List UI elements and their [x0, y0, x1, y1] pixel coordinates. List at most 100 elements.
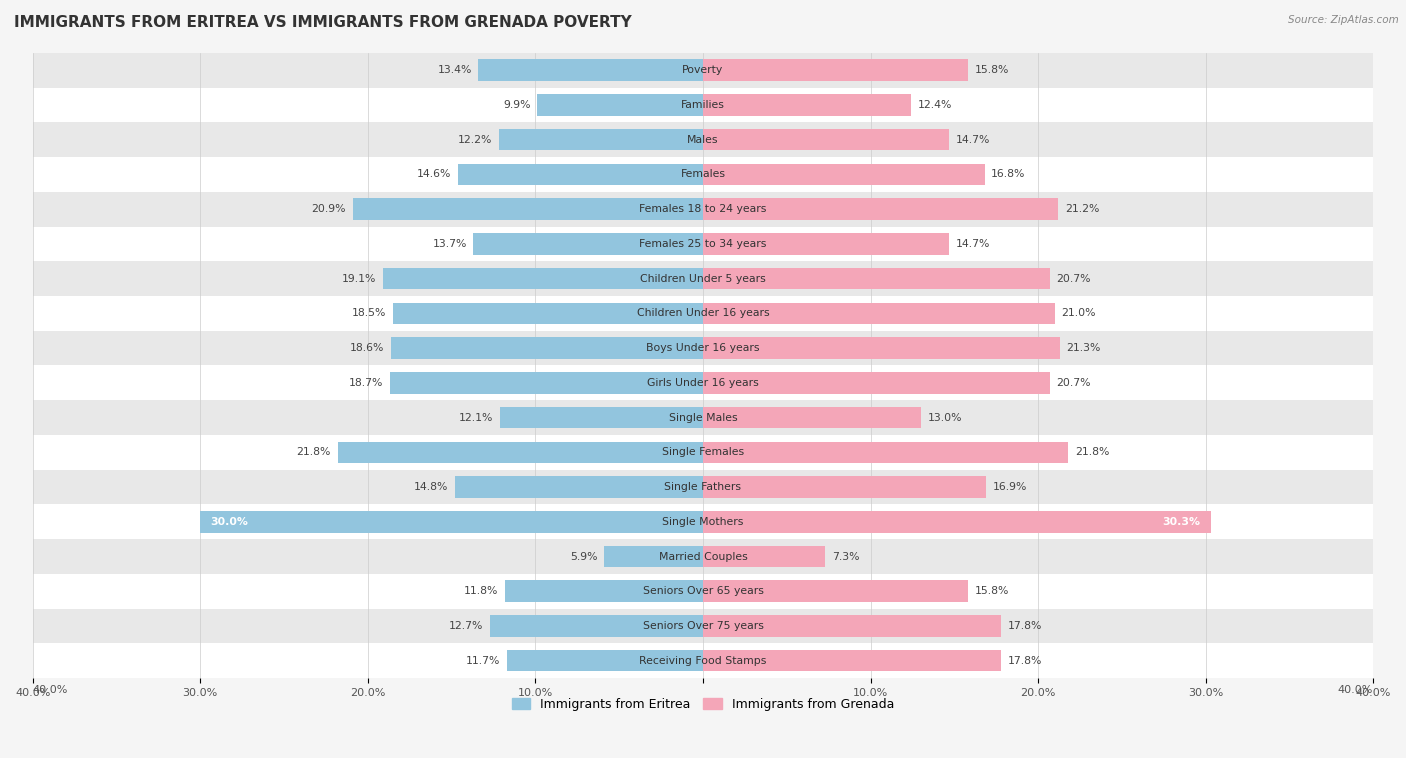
Bar [703, 476, 986, 498]
Bar [703, 199, 1059, 220]
Text: 30.0%: 30.0% [211, 517, 249, 527]
Bar [32, 609, 1374, 644]
Bar [505, 581, 703, 602]
Bar [703, 581, 967, 602]
Text: 18.6%: 18.6% [350, 343, 385, 353]
Text: Receiving Food Stamps: Receiving Food Stamps [640, 656, 766, 666]
Text: Families: Families [681, 100, 725, 110]
Bar [491, 615, 703, 637]
Text: Girls Under 16 years: Girls Under 16 years [647, 377, 759, 388]
Bar [703, 268, 1050, 290]
Bar [703, 407, 921, 428]
Text: Single Mothers: Single Mothers [662, 517, 744, 527]
Text: 20.9%: 20.9% [312, 204, 346, 215]
Text: 12.4%: 12.4% [918, 100, 952, 110]
Bar [32, 644, 1374, 678]
Legend: Immigrants from Eritrea, Immigrants from Grenada: Immigrants from Eritrea, Immigrants from… [506, 693, 900, 716]
Bar [703, 650, 1001, 672]
Bar [382, 268, 703, 290]
Text: 15.8%: 15.8% [974, 586, 1010, 597]
Bar [353, 199, 703, 220]
Bar [32, 539, 1374, 574]
Bar [703, 302, 1054, 324]
Text: 14.6%: 14.6% [418, 170, 451, 180]
Text: 11.8%: 11.8% [464, 586, 499, 597]
Text: 21.8%: 21.8% [297, 447, 330, 457]
Bar [32, 296, 1374, 330]
Text: 21.2%: 21.2% [1064, 204, 1099, 215]
Text: Females: Females [681, 170, 725, 180]
Text: Poverty: Poverty [682, 65, 724, 75]
Text: Single Females: Single Females [662, 447, 744, 457]
Bar [537, 94, 703, 116]
Bar [32, 192, 1374, 227]
Bar [474, 233, 703, 255]
Text: IMMIGRANTS FROM ERITREA VS IMMIGRANTS FROM GRENADA POVERTY: IMMIGRANTS FROM ERITREA VS IMMIGRANTS FR… [14, 15, 631, 30]
Text: Females 25 to 34 years: Females 25 to 34 years [640, 239, 766, 249]
Bar [703, 164, 984, 185]
Text: 17.8%: 17.8% [1008, 621, 1042, 631]
Text: 20.7%: 20.7% [1056, 274, 1091, 283]
Bar [32, 262, 1374, 296]
Text: Single Males: Single Males [669, 412, 737, 422]
Text: Children Under 5 years: Children Under 5 years [640, 274, 766, 283]
Text: 21.0%: 21.0% [1062, 309, 1097, 318]
Bar [703, 337, 1060, 359]
Bar [703, 233, 949, 255]
Text: 30.3%: 30.3% [1163, 517, 1201, 527]
Text: 13.0%: 13.0% [928, 412, 962, 422]
Text: 14.7%: 14.7% [956, 135, 990, 145]
Text: 12.1%: 12.1% [460, 412, 494, 422]
Text: 20.7%: 20.7% [1056, 377, 1091, 388]
Bar [32, 227, 1374, 262]
Text: 14.7%: 14.7% [956, 239, 990, 249]
Text: 17.8%: 17.8% [1008, 656, 1042, 666]
Text: 13.4%: 13.4% [437, 65, 472, 75]
Bar [499, 129, 703, 151]
Text: 12.7%: 12.7% [449, 621, 484, 631]
Bar [391, 337, 703, 359]
Bar [32, 435, 1374, 470]
Text: Boys Under 16 years: Boys Under 16 years [647, 343, 759, 353]
Text: 14.8%: 14.8% [413, 482, 449, 492]
Bar [703, 372, 1050, 393]
Text: Single Fathers: Single Fathers [665, 482, 741, 492]
Bar [32, 88, 1374, 122]
Text: Source: ZipAtlas.com: Source: ZipAtlas.com [1288, 15, 1399, 25]
Bar [32, 53, 1374, 88]
Text: 7.3%: 7.3% [832, 552, 859, 562]
Bar [703, 615, 1001, 637]
Bar [703, 59, 967, 81]
Text: 12.2%: 12.2% [457, 135, 492, 145]
Bar [703, 511, 1211, 533]
Bar [478, 59, 703, 81]
Text: 15.8%: 15.8% [974, 65, 1010, 75]
Bar [605, 546, 703, 567]
Bar [32, 470, 1374, 504]
Text: 13.7%: 13.7% [432, 239, 467, 249]
Bar [32, 504, 1374, 539]
Bar [456, 476, 703, 498]
Text: 16.9%: 16.9% [993, 482, 1028, 492]
Bar [32, 157, 1374, 192]
Bar [32, 365, 1374, 400]
Text: 9.9%: 9.9% [503, 100, 530, 110]
Bar [389, 372, 703, 393]
Bar [458, 164, 703, 185]
Text: 16.8%: 16.8% [991, 170, 1025, 180]
Bar [32, 122, 1374, 157]
Bar [703, 129, 949, 151]
Bar [200, 511, 703, 533]
Bar [508, 650, 703, 672]
Bar [337, 442, 703, 463]
Bar [394, 302, 703, 324]
Bar [501, 407, 703, 428]
Bar [32, 400, 1374, 435]
Text: 18.5%: 18.5% [352, 309, 387, 318]
Text: 21.3%: 21.3% [1067, 343, 1101, 353]
Text: 40.0%: 40.0% [1339, 685, 1374, 695]
Text: Children Under 16 years: Children Under 16 years [637, 309, 769, 318]
Text: 21.8%: 21.8% [1076, 447, 1109, 457]
Text: Married Couples: Married Couples [658, 552, 748, 562]
Text: 40.0%: 40.0% [32, 685, 67, 695]
